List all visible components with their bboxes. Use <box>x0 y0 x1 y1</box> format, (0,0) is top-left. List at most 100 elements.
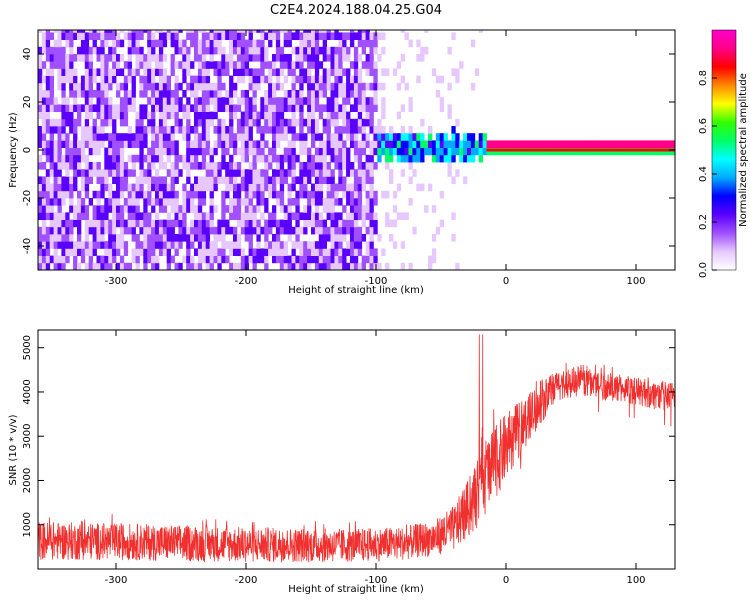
heatmap-cell <box>373 61 378 69</box>
heatmap-cell <box>260 154 265 163</box>
heatmap-cell <box>318 248 324 256</box>
heatmap-cell <box>155 212 160 220</box>
heatmap-cell <box>357 118 363 127</box>
heatmap-cell <box>104 219 109 228</box>
heatmap-cell <box>291 226 296 235</box>
heatmap-cell <box>205 234 210 242</box>
heatmap-cell <box>201 176 207 184</box>
heatmap-cell <box>424 147 429 156</box>
heatmap-cell <box>307 241 312 249</box>
heatmap-cell <box>45 154 51 163</box>
heatmap-cell <box>61 118 66 127</box>
heatmap-cell <box>365 32 370 40</box>
heatmap-cell <box>361 133 366 141</box>
heatmap-cell <box>373 133 378 141</box>
heatmap-cell <box>291 90 296 98</box>
heatmap-cell <box>194 46 199 55</box>
heatmap-cell <box>45 147 51 156</box>
heatmap-cell <box>311 126 316 134</box>
heatmap-cell <box>41 97 47 105</box>
heatmap-cell <box>279 154 285 163</box>
heatmap-cell <box>365 39 370 48</box>
heatmap-cell <box>143 255 148 264</box>
heatmap-cell <box>252 68 257 76</box>
heatmap-cell <box>416 147 421 156</box>
heatmap-cell <box>591 140 597 148</box>
heatmap-cell <box>151 154 156 163</box>
heatmap-cell <box>326 248 331 256</box>
heatmap-cell <box>311 140 316 148</box>
heatmap-cell <box>123 262 129 270</box>
heatmap-cell <box>80 30 86 33</box>
heatmap-cell <box>615 140 620 148</box>
heatmap-cell <box>353 46 359 55</box>
heatmap-cell <box>330 190 335 199</box>
heatmap-cell <box>217 219 222 228</box>
heatmap-cell <box>283 126 288 134</box>
heatmap-cell <box>158 118 164 127</box>
heatmap-cell <box>69 219 74 228</box>
heatmap-cell <box>158 75 164 84</box>
heatmap-cell <box>420 46 425 55</box>
heatmap-cell <box>158 133 164 141</box>
heatmap-cell <box>287 262 292 270</box>
heatmap-cell <box>420 118 425 127</box>
heatmap-cell <box>576 140 581 148</box>
heatmap-cell <box>61 234 66 242</box>
heatmap-cell <box>162 82 168 91</box>
heatmap-cell <box>381 126 386 134</box>
heatmap-cell <box>57 61 62 69</box>
heatmap-cell <box>342 68 347 76</box>
heatmap-cell <box>353 262 359 270</box>
heatmap-cell <box>314 133 320 141</box>
heatmap-cell <box>217 30 222 33</box>
heatmap-cell <box>443 147 448 156</box>
heatmap-cell <box>151 32 156 40</box>
heatmap-cell <box>229 61 234 69</box>
heatmap-cell <box>53 248 58 256</box>
heatmap-cell <box>279 255 285 264</box>
heatmap-cell <box>151 219 156 228</box>
heatmap-cell <box>244 140 249 148</box>
heatmap-cell <box>236 118 242 127</box>
heatmap-cell <box>350 32 355 40</box>
heatmap-cell <box>244 90 249 98</box>
heatmap-cell <box>314 183 320 192</box>
heatmap-cell <box>350 262 355 270</box>
colorbar-tick-label: 0.4 <box>698 166 709 182</box>
heatmap-cell <box>174 61 179 69</box>
heatmap-cell <box>303 75 308 84</box>
heatmap-cell <box>151 118 156 127</box>
heatmap-cell <box>229 54 234 62</box>
heatmap-cell <box>38 190 43 199</box>
heatmap-cell <box>233 212 238 220</box>
heatmap-cell <box>80 248 86 256</box>
heatmap-cell <box>225 30 230 33</box>
heatmap-cell <box>357 147 363 156</box>
heatmap-cell <box>431 234 437 242</box>
heatmap-cell <box>322 32 327 40</box>
heatmap-cell <box>233 82 238 91</box>
heatmap-cell <box>268 219 273 228</box>
heatmap-cell <box>197 198 203 206</box>
heatmap-cell <box>326 111 331 120</box>
heatmap-cell <box>307 75 312 84</box>
heatmap-cell <box>209 212 214 220</box>
heatmap-cell <box>275 82 281 91</box>
heatmap-cell <box>49 169 54 177</box>
heatmap-cell <box>463 176 468 184</box>
heatmap-cell <box>236 126 242 134</box>
heatmap-cell <box>38 183 43 192</box>
heatmap-cell <box>244 111 249 120</box>
heatmap-cell <box>299 140 304 148</box>
heatmap-cell <box>240 126 246 134</box>
heatmap-cell <box>326 46 331 55</box>
heatmap-cell <box>209 219 214 228</box>
heatmap-cell <box>166 75 171 84</box>
heatmap-cell <box>147 234 152 242</box>
heatmap-cell <box>377 147 382 156</box>
heatmap-cell <box>57 255 62 264</box>
heatmap-cell <box>174 162 179 170</box>
heatmap-cell <box>194 82 199 91</box>
heatmap-cell <box>264 226 269 235</box>
